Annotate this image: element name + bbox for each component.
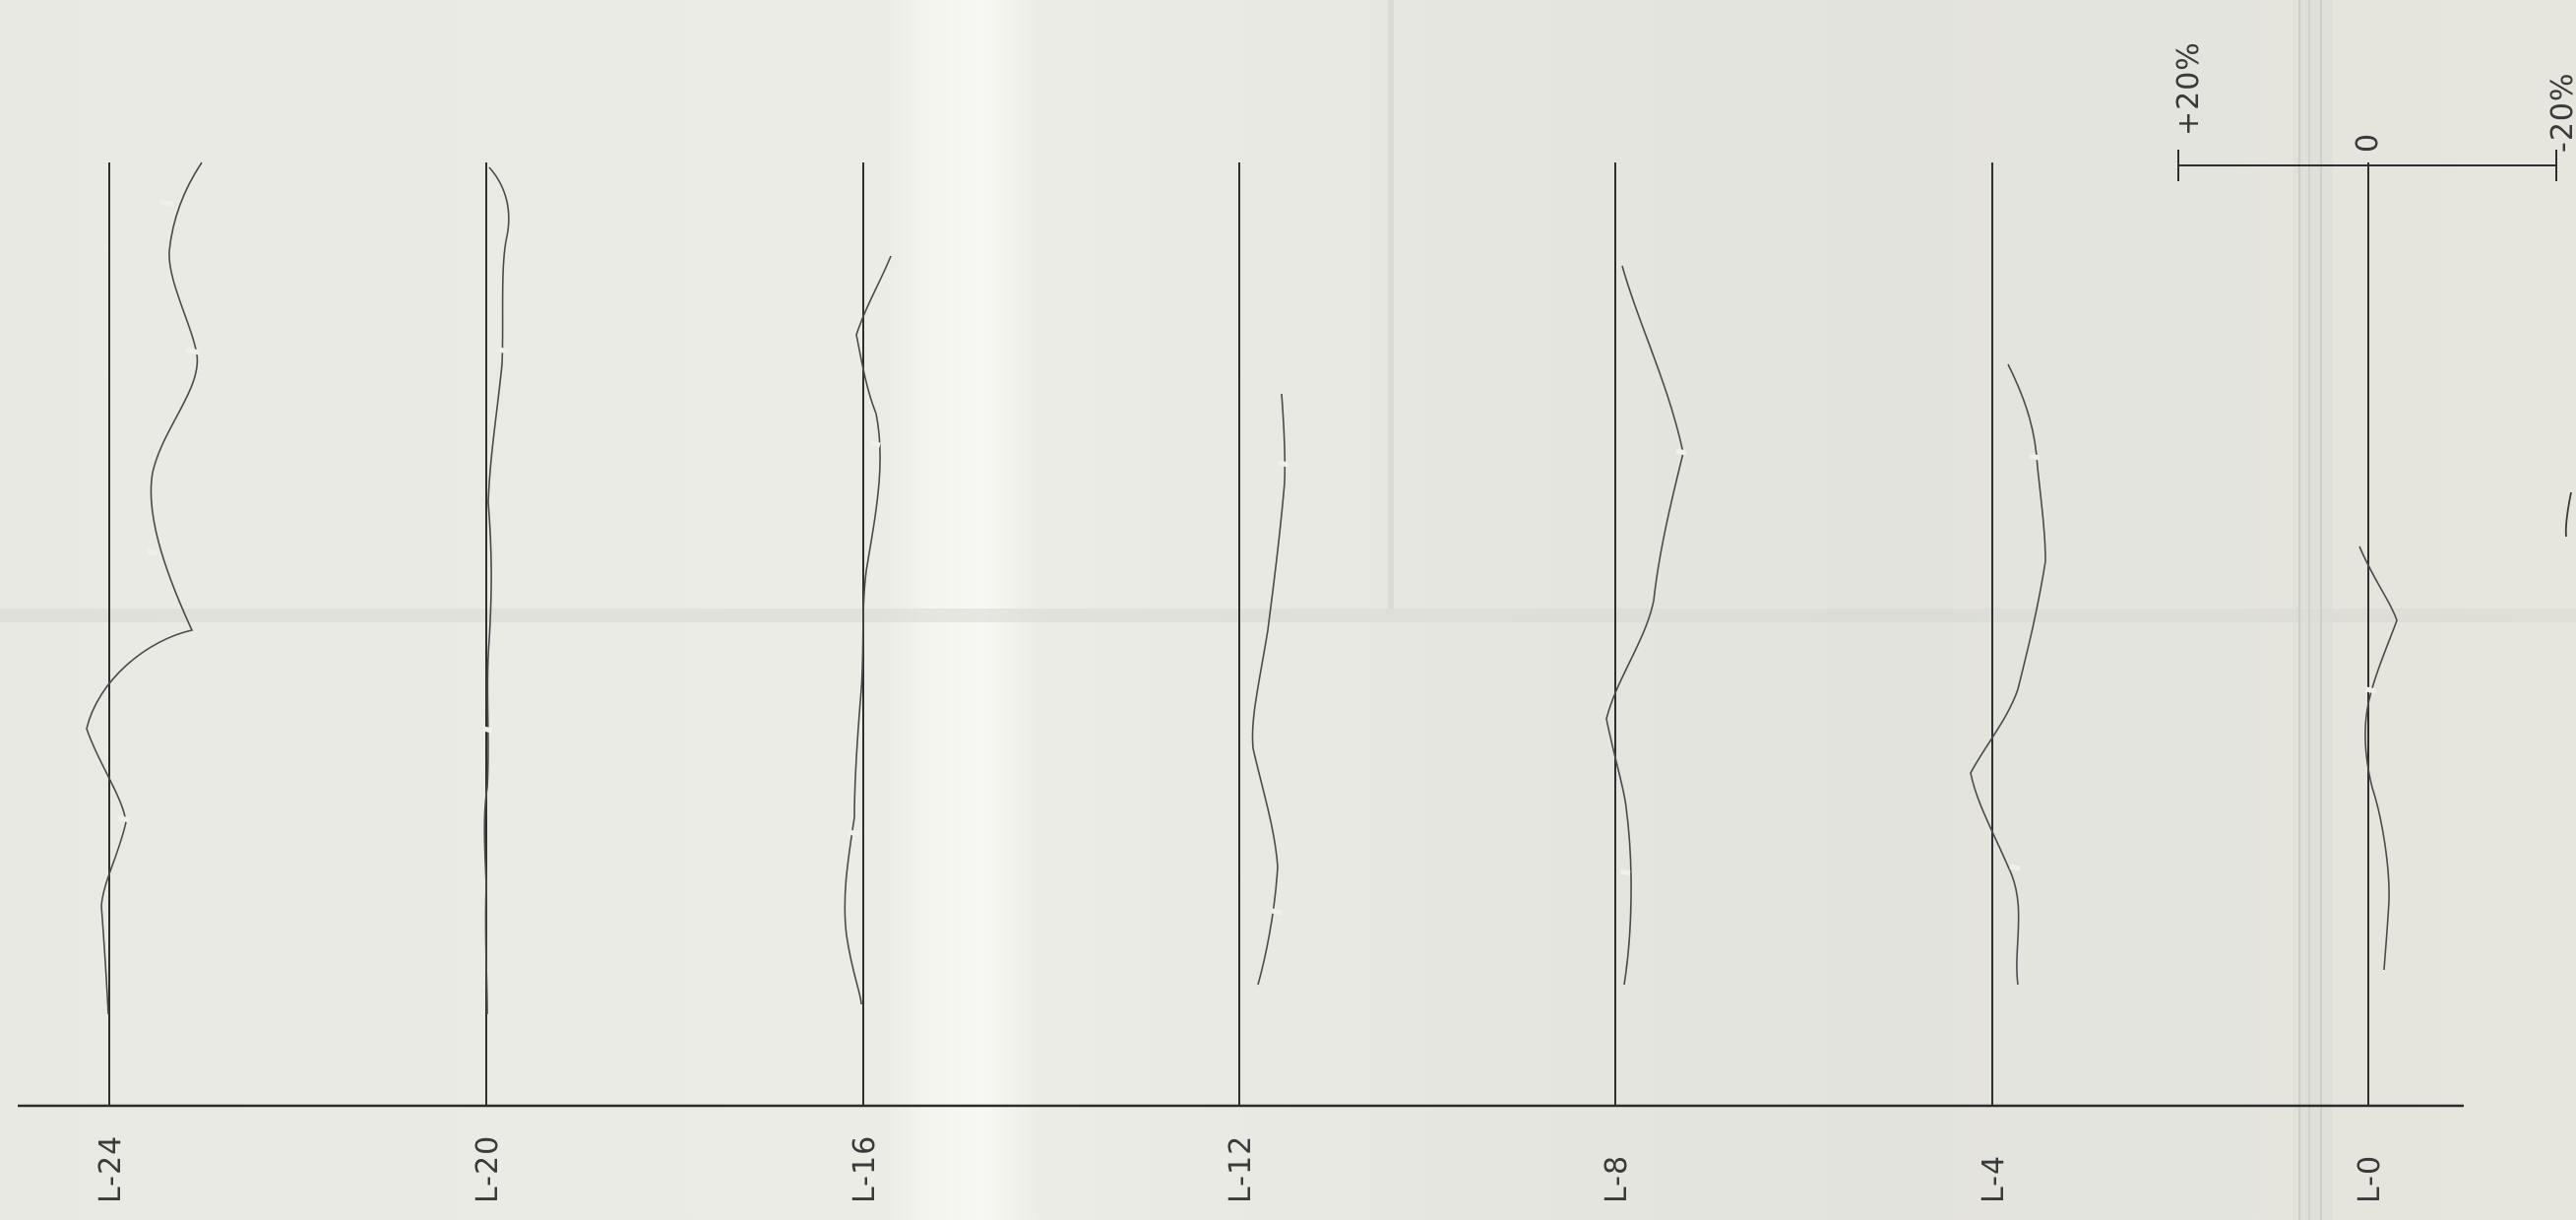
curve-gap-mark [848,829,859,837]
curve-gap-mark [498,347,509,354]
curve-gap-mark [117,814,130,823]
deviation-curve-l-4 [1970,363,2046,986]
curve-gap-mark [1619,868,1631,876]
station-label-l-8: L-8 [1600,1155,1634,1203]
curve-gap-mark [2009,864,2021,871]
deviation-curve-l-12 [1251,393,1287,986]
station-label-l-0: L-0 [2353,1155,2387,1203]
station-label-l-24: L-24 [94,1135,128,1203]
curve-gap-mark [147,548,158,556]
deviation-scale: +20% 0 -20% [2171,41,2576,181]
deviation-curve-l-24 [86,161,203,1015]
vertical-fold-crease [1388,0,1394,609]
scale-plus-label: +20% [2171,41,2206,136]
deviation-curve-l-8 [1605,265,1684,986]
deviation-curve-l-20 [483,166,510,1015]
horizontal-fold-crease [0,609,2576,622]
deviation-curve-l-16 [844,255,892,1005]
curve-gap-mark [869,440,881,448]
station-label-l-4: L-4 [1977,1155,2011,1203]
scale-zero-label: 0 [2351,133,2385,153]
station-label-l-16: L-16 [848,1135,882,1203]
curve-gap-mark [1271,908,1283,916]
curve-gap-mark [2029,453,2041,461]
curve-gap-mark [482,726,493,734]
station-label-l-20: L-20 [471,1135,505,1203]
deviation-curve-l-0 [2358,546,2398,971]
station-label-l-12: L-12 [1224,1135,1258,1203]
pencil-mark [2564,491,2572,538]
curve-gap-mark [1675,448,1687,456]
curve-gap-mark [1278,460,1289,468]
curve-gap-mark [186,347,200,355]
curve-gap-mark [159,199,174,207]
curve-gap-mark [2365,686,2377,694]
scale-minus-label: -20% [2545,72,2576,153]
